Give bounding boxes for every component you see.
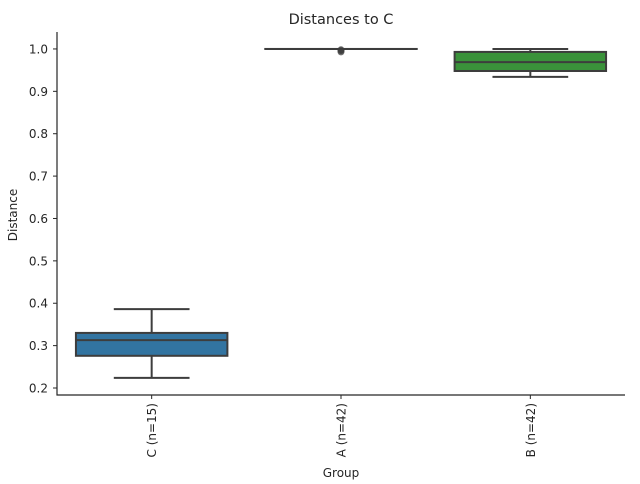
chart-title: Distances to C [289,12,394,28]
y-axis-label: Distance [6,189,20,241]
box [76,333,227,356]
y-tick-label: 0.4 [29,297,48,311]
y-tick-label: 0.3 [29,339,48,353]
x-tick-label: A (n=42) [335,403,349,457]
y-tick-label: 1.0 [29,42,48,56]
y-tick-label: 0.6 [29,212,48,226]
y-tick-label: 0.7 [29,170,48,184]
outlier-point [338,48,345,55]
y-tick-label: 0.2 [29,382,48,396]
y-tick-label: 0.8 [29,127,48,141]
y-tick-label: 0.5 [29,254,48,268]
y-tick-label: 0.9 [29,85,48,99]
x-axis-label: Group [323,466,360,480]
x-tick-label: C (n=15) [145,403,159,458]
x-tick-label: B (n=42) [524,403,538,457]
